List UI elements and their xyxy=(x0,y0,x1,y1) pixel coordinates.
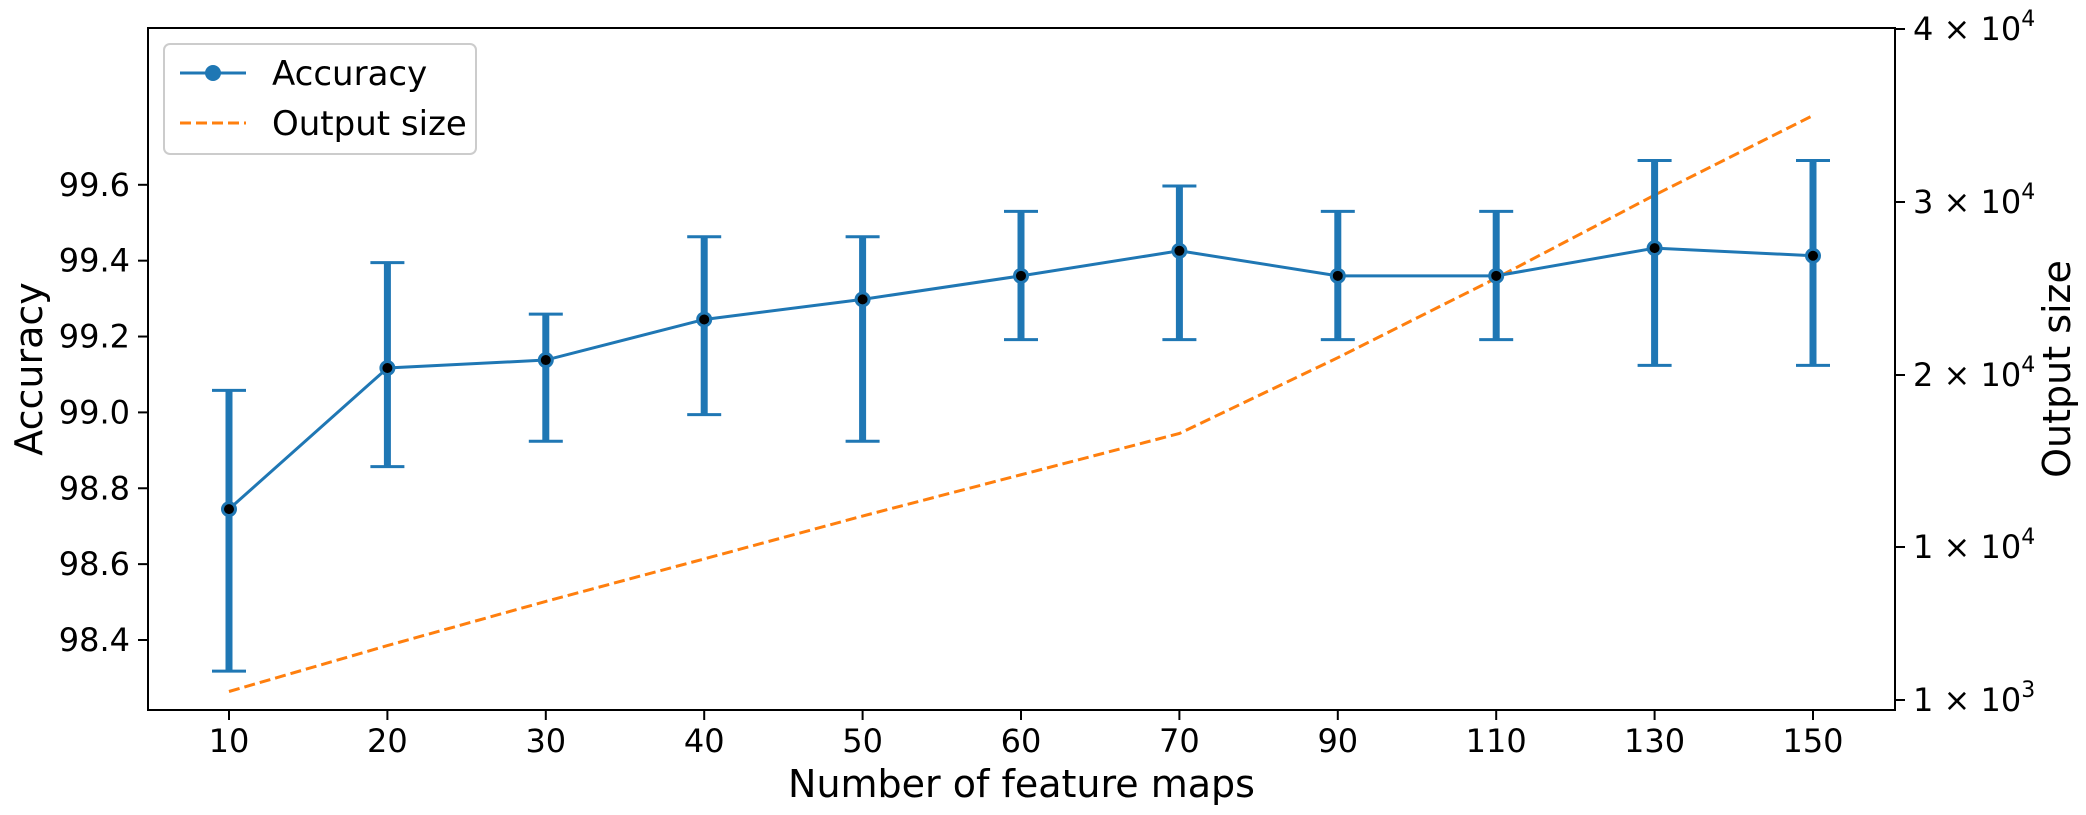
x-axis-label: Number of feature maps xyxy=(788,762,1255,806)
y2-tick-label: 2 × 104 xyxy=(1913,353,2035,394)
x-tick-label: 20 xyxy=(367,722,408,760)
y-tick-label: 99.2 xyxy=(59,318,130,356)
accuracy-point xyxy=(696,311,713,328)
accuracy-point xyxy=(379,360,396,377)
accuracy-point xyxy=(854,291,871,308)
x-tick-label: 70 xyxy=(1159,722,1200,760)
x-tick-label: 130 xyxy=(1624,722,1685,760)
y2-axis-ticks: 1 × 103 1 × 104 2 × 104 3 × 104 4 × 104 xyxy=(1895,7,2035,719)
legend-accuracy-swatch-marker xyxy=(205,65,221,81)
legend: Accuracy Output size xyxy=(163,43,477,155)
y-axis-label: Accuracy xyxy=(7,282,51,456)
y2-tick-label: 3 × 104 xyxy=(1913,180,2035,221)
x-tick-label: 40 xyxy=(684,722,725,760)
y2-tick-label: 1 × 104 xyxy=(1913,525,2035,566)
y-tick-label: 98.8 xyxy=(59,469,130,507)
accuracy-point xyxy=(221,501,237,518)
plot-marks xyxy=(212,114,1830,693)
x-tick-label: 60 xyxy=(1001,722,1042,760)
accuracy-point xyxy=(1329,267,1346,284)
legend-accuracy-label: Accuracy xyxy=(272,54,427,94)
y-tick-label: 99.4 xyxy=(59,242,130,280)
accuracy-point xyxy=(1488,267,1505,284)
x-tick-label: 30 xyxy=(525,722,566,760)
y-tick-label: 99.6 xyxy=(59,166,130,204)
accuracy-point xyxy=(1646,240,1663,257)
y2-tick-label: 4 × 104 xyxy=(1913,7,2035,48)
accuracy-point xyxy=(1013,267,1029,284)
output-size-line xyxy=(228,114,1814,693)
x-tick-label: 50 xyxy=(842,722,883,760)
accuracy-point xyxy=(1171,242,1188,259)
y-axis-ticks: 98.4 98.6 98.8 99.0 99.2 99.4 99.6 xyxy=(59,166,148,659)
y-tick-label: 99.0 xyxy=(59,393,130,431)
y2-tick-label: 1 × 103 xyxy=(1913,678,2035,719)
y-tick-label: 98.4 xyxy=(59,621,130,659)
x-tick-label: 150 xyxy=(1782,722,1843,760)
x-tick-label: 90 xyxy=(1317,722,1358,760)
x-tick-label: 10 xyxy=(209,722,250,760)
accuracy-point xyxy=(537,352,554,369)
y-tick-label: 98.6 xyxy=(59,545,130,583)
x-tick-label: 110 xyxy=(1466,722,1527,760)
x-axis-ticks: 10 20 30 40 50 60 70 90 110 130 150 xyxy=(209,710,1844,760)
legend-output-size-label: Output size xyxy=(272,104,467,144)
accuracy-point xyxy=(1805,247,1821,264)
y2-axis-label: Output size xyxy=(2035,260,2079,478)
